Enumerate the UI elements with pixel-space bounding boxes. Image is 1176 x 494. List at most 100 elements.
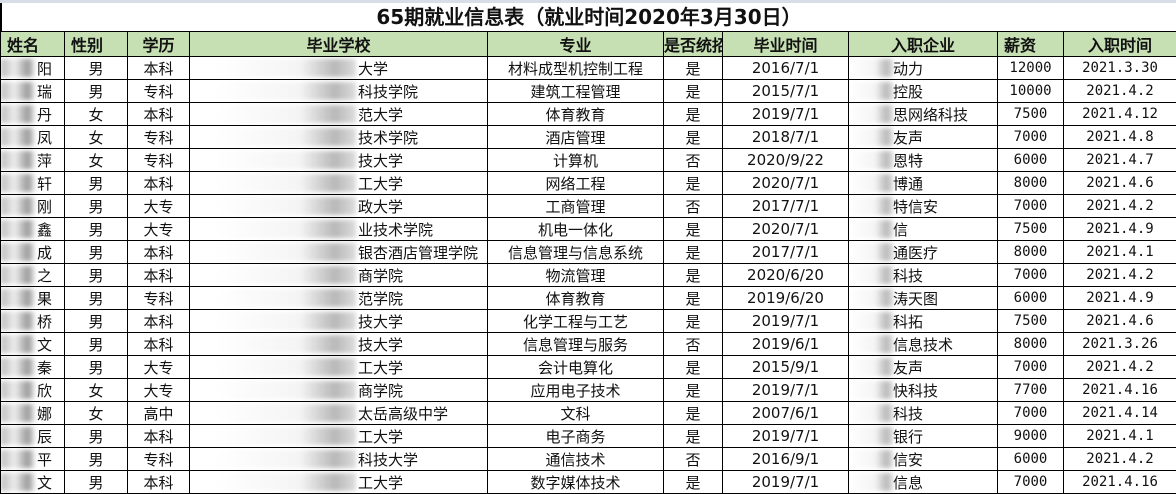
cell-school[interactable]: 技大学 [190,149,488,172]
cell-hire-date[interactable]: 2021.4.12 [1064,103,1176,126]
header-grad-date[interactable]: 毕业时间 [723,32,849,57]
cell-education[interactable]: 本科 [128,172,190,195]
cell-grad-date[interactable]: 2007/6/1 [723,402,849,425]
cell-grad-date[interactable]: 2020/9/22 [723,149,849,172]
cell-unified[interactable]: 否 [664,149,723,172]
cell-company[interactable]: 银行 [849,425,998,448]
cell-company[interactable]: 特信安 [849,195,998,218]
cell-salary[interactable]: 6000 [998,149,1064,172]
cell-major[interactable]: 会计电算化 [488,356,664,379]
cell-company[interactable]: 控股 [849,80,998,103]
cell-school[interactable]: 太岳高级中学 [190,402,488,425]
cell-major[interactable]: 材料成型机控制工程 [488,57,664,80]
cell-gender[interactable]: 男 [65,241,128,264]
cell-unified[interactable]: 是 [664,310,723,333]
cell-gender[interactable]: 男 [65,80,128,103]
cell-grad-date[interactable]: 2015/9/1 [723,356,849,379]
cell-company[interactable]: 科技 [849,264,998,287]
cell-unified[interactable]: 是 [664,264,723,287]
cell-gender[interactable]: 男 [65,356,128,379]
cell-major[interactable]: 计算机 [488,149,664,172]
cell-unified[interactable]: 是 [664,402,723,425]
cell-company[interactable]: 友声 [849,126,998,149]
cell-gender[interactable]: 女 [65,402,128,425]
cell-education[interactable]: 专科 [128,80,190,103]
cell-salary[interactable]: 7000 [998,471,1064,494]
cell-hire-date[interactable]: 2021.4.9 [1064,218,1176,241]
header-unified[interactable]: 是否统招 [664,32,723,57]
cell-unified[interactable]: 是 [664,172,723,195]
cell-hire-date[interactable]: 2021.4.6 [1064,172,1176,195]
cell-unified[interactable]: 是 [664,218,723,241]
cell-school[interactable]: 工大学 [190,471,488,494]
cell-gender[interactable]: 男 [65,57,128,80]
cell-grad-date[interactable]: 2017/7/1 [723,241,849,264]
cell-gender[interactable]: 女 [65,103,128,126]
cell-gender[interactable]: 男 [65,287,128,310]
cell-salary[interactable]: 7000 [998,264,1064,287]
cell-salary[interactable]: 8000 [998,172,1064,195]
cell-salary[interactable]: 12000 [998,57,1064,80]
cell-unified[interactable]: 是 [664,103,723,126]
cell-salary[interactable]: 7000 [998,126,1064,149]
cell-school[interactable]: 业技术学院 [190,218,488,241]
cell-school[interactable]: 工大学 [190,425,488,448]
cell-name[interactable]: 凤 [1,126,65,149]
cell-gender[interactable]: 男 [65,448,128,471]
cell-name[interactable]: 辰 [1,425,65,448]
cell-company[interactable]: 快科技 [849,379,998,402]
cell-school[interactable]: 技术学院 [190,126,488,149]
cell-education[interactable]: 本科 [128,333,190,356]
cell-unified[interactable]: 是 [664,80,723,103]
cell-company[interactable]: 科拓 [849,310,998,333]
cell-name[interactable]: 娜 [1,402,65,425]
cell-hire-date[interactable]: 2021.4.9 [1064,287,1176,310]
cell-school[interactable]: 范大学 [190,103,488,126]
cell-name[interactable]: 秦 [1,356,65,379]
cell-name[interactable]: 阳 [1,57,65,80]
cell-major[interactable]: 体育教育 [488,287,664,310]
cell-hire-date[interactable]: 2021.3.30 [1064,57,1176,80]
cell-school[interactable]: 银杏酒店管理学院 [190,241,488,264]
cell-hire-date[interactable]: 2021.4.2 [1064,80,1176,103]
cell-unified[interactable]: 是 [664,471,723,494]
cell-education[interactable]: 大专 [128,356,190,379]
cell-hire-date[interactable]: 2021.4.2 [1064,448,1176,471]
cell-hire-date[interactable]: 2021.4.14 [1064,402,1176,425]
cell-grad-date[interactable]: 2015/7/1 [723,80,849,103]
cell-gender[interactable]: 女 [65,379,128,402]
cell-salary[interactable]: 6000 [998,448,1064,471]
cell-company[interactable]: 友声 [849,356,998,379]
cell-school[interactable]: 科技学院 [190,80,488,103]
cell-name[interactable]: 之 [1,264,65,287]
cell-gender[interactable]: 男 [65,333,128,356]
cell-name[interactable]: 成 [1,241,65,264]
cell-gender[interactable]: 男 [65,195,128,218]
cell-hire-date[interactable]: 2021.4.6 [1064,310,1176,333]
cell-major[interactable]: 数字媒体技术 [488,471,664,494]
cell-education[interactable]: 本科 [128,241,190,264]
cell-grad-date[interactable]: 2016/9/1 [723,448,849,471]
cell-unified[interactable]: 否 [664,333,723,356]
cell-gender[interactable]: 女 [65,126,128,149]
cell-education[interactable]: 本科 [128,103,190,126]
cell-unified[interactable]: 是 [664,356,723,379]
cell-grad-date[interactable]: 2019/7/1 [723,310,849,333]
cell-school[interactable]: 商学院 [190,379,488,402]
cell-name[interactable]: 瑞 [1,80,65,103]
cell-education[interactable]: 大专 [128,379,190,402]
header-education[interactable]: 学历 [128,32,190,57]
cell-company[interactable]: 涛天图 [849,287,998,310]
cell-salary[interactable]: 10000 [998,80,1064,103]
header-company[interactable]: 入职企业 [849,32,998,57]
cell-grad-date[interactable]: 2018/7/1 [723,126,849,149]
cell-gender[interactable]: 男 [65,264,128,287]
cell-name[interactable]: 丹 [1,103,65,126]
cell-major[interactable]: 体育教育 [488,103,664,126]
cell-education[interactable]: 专科 [128,287,190,310]
cell-hire-date[interactable]: 2021.4.2 [1064,356,1176,379]
cell-gender[interactable]: 男 [65,471,128,494]
cell-unified[interactable]: 否 [664,195,723,218]
cell-major[interactable]: 通信技术 [488,448,664,471]
cell-grad-date[interactable]: 2019/7/1 [723,103,849,126]
